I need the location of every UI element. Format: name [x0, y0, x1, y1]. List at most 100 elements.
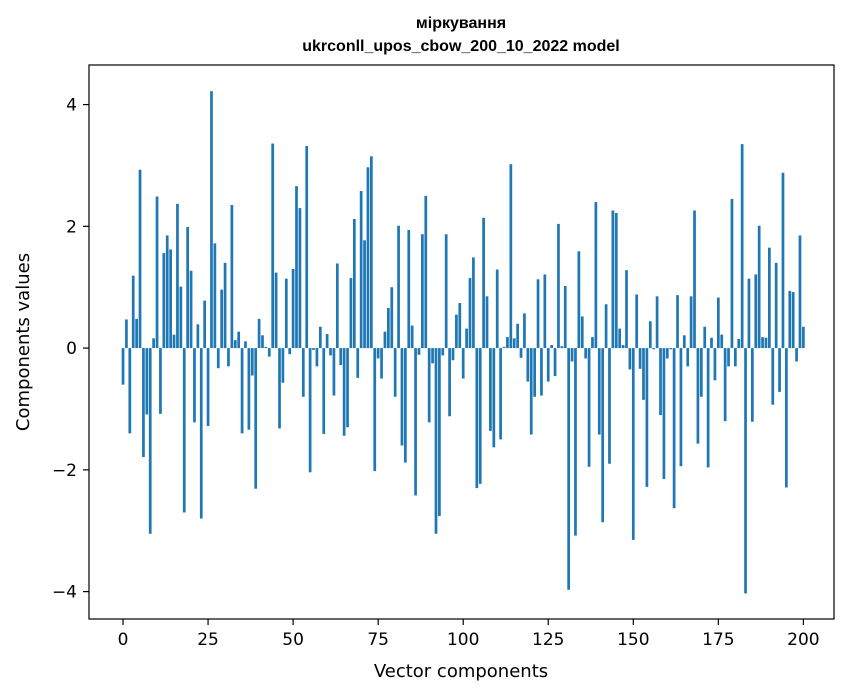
bar [237, 331, 241, 349]
bar [376, 348, 380, 359]
bar [193, 348, 196, 423]
bar [696, 348, 700, 444]
bar [723, 348, 727, 422]
bar [349, 278, 353, 349]
bar [301, 348, 305, 397]
bar [580, 316, 584, 349]
bar [342, 348, 346, 436]
bar [710, 337, 713, 349]
bar [611, 210, 615, 349]
bar [662, 348, 666, 479]
bar [335, 263, 339, 349]
bar [604, 304, 608, 349]
bar [196, 324, 200, 349]
bar [689, 296, 693, 349]
x-tick-label: 175 [702, 630, 734, 650]
bar [318, 326, 322, 349]
bar [461, 348, 465, 379]
bar [210, 91, 213, 349]
bar [642, 348, 645, 400]
bar [703, 326, 707, 349]
bar [478, 348, 482, 484]
bar [410, 325, 414, 349]
bar [737, 338, 741, 349]
bar [791, 292, 795, 349]
bar [393, 348, 397, 397]
bar [421, 234, 424, 349]
bar [574, 348, 577, 536]
bar [648, 321, 652, 349]
bar [414, 348, 417, 496]
bar [366, 167, 370, 349]
bar [128, 348, 132, 434]
bar [475, 348, 479, 489]
bar [131, 275, 135, 349]
bar [740, 144, 744, 349]
bar [441, 348, 445, 356]
x-tick-label: 0 [118, 630, 129, 650]
bar [744, 348, 747, 594]
bar [417, 348, 421, 355]
bar [584, 348, 588, 359]
bar [771, 348, 775, 405]
bar [614, 212, 618, 349]
bar [516, 323, 519, 349]
bar [325, 334, 329, 349]
bar [186, 226, 190, 349]
bar [458, 303, 462, 349]
bar [795, 348, 798, 362]
plot-frame [88, 64, 835, 620]
bar [679, 348, 683, 467]
bar [523, 313, 526, 349]
y-tick-label: 2 [66, 217, 77, 237]
bar [152, 338, 155, 349]
bar [608, 348, 611, 464]
bar [635, 294, 639, 349]
bar [733, 348, 737, 367]
bar [727, 348, 730, 367]
x-tick-label: 200 [787, 630, 819, 650]
bar [499, 348, 502, 440]
bar [407, 229, 411, 349]
bar [295, 186, 298, 349]
bar [482, 217, 485, 349]
bar [693, 210, 696, 349]
bar [659, 348, 662, 416]
bar [135, 318, 138, 349]
bar [220, 289, 224, 349]
bar [284, 278, 288, 349]
bar [121, 348, 125, 385]
bar [757, 225, 761, 349]
y-axis-ticks: −4 −2 0 2 4 [52, 96, 89, 603]
bar [672, 348, 676, 509]
bar [254, 348, 258, 489]
x-tick-label: 100 [447, 630, 479, 650]
bar [369, 156, 373, 349]
bar [730, 198, 734, 349]
bar [155, 196, 159, 349]
bar [274, 272, 278, 349]
bar [244, 341, 247, 349]
chart-subtitle: ukrconll_upos_cbow_200_10_2022 model [302, 38, 619, 55]
bar [363, 240, 366, 349]
bar [145, 348, 149, 415]
bar [567, 348, 571, 590]
bar [431, 348, 434, 364]
bar [778, 348, 781, 392]
bar [315, 348, 319, 367]
bar [577, 251, 581, 349]
bar [638, 348, 642, 369]
bar [400, 348, 404, 446]
bar [621, 345, 625, 349]
bar [553, 348, 557, 377]
bar [404, 348, 407, 463]
x-tick-label: 50 [282, 630, 304, 650]
bar [444, 234, 448, 349]
bar [489, 348, 492, 431]
bar [162, 253, 166, 349]
bar [519, 348, 523, 358]
bar [247, 348, 251, 430]
bar [618, 328, 622, 349]
bar [189, 270, 193, 349]
